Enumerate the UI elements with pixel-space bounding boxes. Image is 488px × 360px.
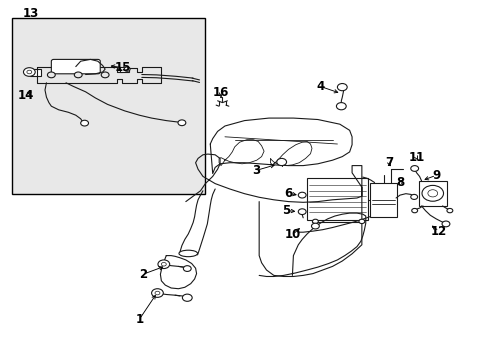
Circle shape: [183, 266, 191, 271]
Bar: [120, 67, 128, 72]
Bar: [12, 18, 205, 194]
Bar: [30, 69, 41, 76]
Circle shape: [124, 67, 130, 71]
Text: 15: 15: [115, 61, 131, 74]
Circle shape: [421, 185, 443, 201]
Circle shape: [47, 72, 55, 78]
Circle shape: [23, 68, 35, 76]
Text: 4: 4: [316, 80, 324, 93]
Circle shape: [158, 260, 169, 269]
Text: 6: 6: [284, 187, 292, 200]
Circle shape: [298, 209, 305, 215]
Circle shape: [410, 166, 418, 171]
FancyBboxPatch shape: [51, 59, 100, 74]
Text: 1: 1: [135, 313, 143, 326]
Text: 3: 3: [252, 164, 260, 177]
Text: 14: 14: [17, 89, 34, 102]
Circle shape: [101, 72, 109, 78]
Text: 8: 8: [395, 176, 403, 189]
Circle shape: [427, 190, 437, 197]
Circle shape: [410, 194, 417, 199]
Text: 16: 16: [212, 86, 229, 99]
Circle shape: [337, 84, 346, 91]
Circle shape: [151, 289, 163, 297]
Circle shape: [358, 219, 364, 224]
Circle shape: [411, 208, 417, 213]
Circle shape: [441, 221, 449, 227]
Text: 13: 13: [22, 7, 39, 20]
Circle shape: [155, 291, 160, 295]
Text: 2: 2: [139, 268, 146, 281]
Circle shape: [74, 72, 82, 78]
Bar: [369, 183, 396, 217]
Ellipse shape: [179, 250, 197, 257]
Circle shape: [182, 294, 192, 301]
Circle shape: [161, 262, 166, 266]
Text: 5: 5: [282, 204, 290, 217]
Circle shape: [276, 158, 286, 166]
Text: 9: 9: [431, 169, 439, 182]
Text: 10: 10: [284, 228, 300, 241]
Text: 7: 7: [385, 156, 392, 169]
Circle shape: [178, 120, 185, 126]
Circle shape: [81, 120, 88, 126]
Circle shape: [446, 208, 452, 213]
Bar: [418, 181, 446, 206]
Circle shape: [312, 219, 318, 224]
Circle shape: [298, 192, 305, 198]
Circle shape: [336, 103, 346, 110]
Circle shape: [27, 70, 32, 74]
Text: 11: 11: [407, 151, 424, 164]
Circle shape: [311, 223, 319, 229]
Text: 12: 12: [430, 225, 447, 238]
Bar: [306, 178, 367, 220]
